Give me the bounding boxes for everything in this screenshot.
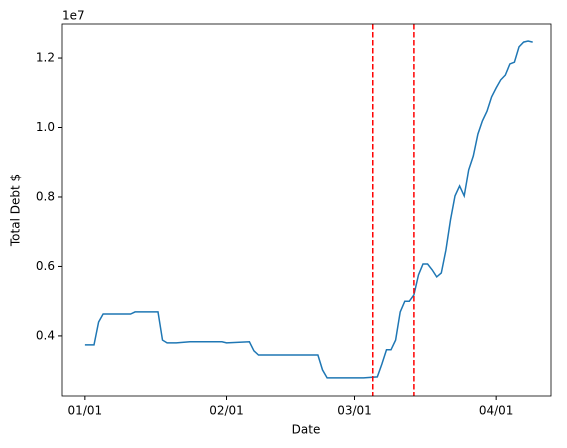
data-line — [84, 40, 533, 379]
x-axis-label: Date — [292, 423, 321, 437]
y-tick-label: 0.8 — [36, 189, 55, 203]
x-tick-label: 01/01 — [68, 404, 103, 418]
plot-frame — [61, 23, 552, 397]
y-tick-label: 0.6 — [36, 259, 55, 273]
y-tick-label: 0.4 — [36, 328, 55, 342]
y-axis-label: Total Debt $ — [9, 174, 23, 247]
x-tick-label: 02/01 — [209, 404, 244, 418]
x-tick-label: 04/01 — [479, 404, 514, 418]
y-offset-label: 1e7 — [62, 9, 85, 23]
y-tick-label: 1.0 — [36, 120, 55, 134]
y-tick-label: 1.2 — [36, 51, 55, 65]
x-tick-label: 03/01 — [337, 404, 372, 418]
